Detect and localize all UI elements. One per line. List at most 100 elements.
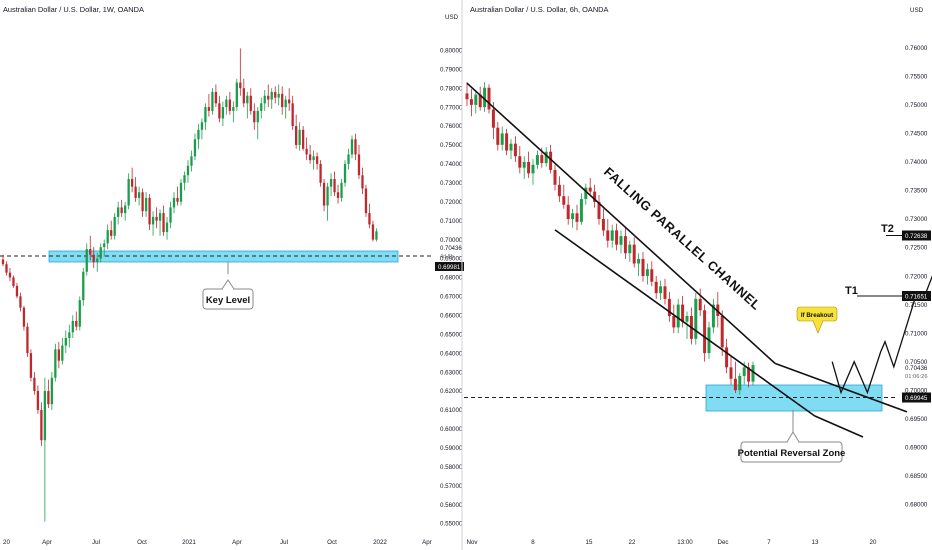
- weekly-candle-body: [242, 88, 245, 104]
- six-hour-candle: [553, 164, 557, 191]
- six-hour-candle-body: [496, 127, 500, 145]
- weekly-time-tick: Jul: [280, 539, 288, 546]
- weekly-time-tick: Apr: [42, 539, 52, 546]
- weekly-candle-body: [301, 129, 305, 149]
- weekly-candle-body: [68, 332, 71, 339]
- weekly-candle-body: [120, 207, 123, 214]
- weekly-price-tick: 0.73000: [440, 180, 463, 187]
- weekly-candle-body: [291, 103, 294, 127]
- weekly-candle-body: [106, 230, 109, 244]
- six-hour-candle: [747, 362, 751, 388]
- weekly-candle-body: [235, 82, 238, 108]
- channel-upper-extension[interactable]: [774, 362, 908, 413]
- weekly-candle: [8, 267, 12, 282]
- weekly-candle-body: [29, 353, 33, 378]
- weekly-candle-body: [329, 179, 333, 187]
- weekly-candle-body: [322, 182, 326, 206]
- six-hour-candle: [531, 159, 535, 185]
- weekly-key-price-tag: [435, 262, 464, 271]
- six-hour-candle: [465, 82, 469, 107]
- weekly-candle-body: [179, 182, 183, 202]
- weekly-candle: [371, 220, 375, 242]
- weekly-candle-body: [263, 95, 266, 104]
- weekly-candle: [232, 101, 235, 123]
- weekly-candle-body: [371, 224, 375, 240]
- weekly-candle: [322, 179, 326, 212]
- six-hour-candle-body: [505, 133, 509, 151]
- weekly-candle: [305, 137, 308, 161]
- six-hour-candle: [518, 145, 522, 174]
- six-hour-candle-body: [518, 156, 522, 168]
- six-hour-candle-body: [566, 204, 570, 220]
- weekly-candle-body: [270, 91, 273, 100]
- weekly-price-tick: 0.72000: [440, 199, 463, 206]
- six-hour-candle-body: [747, 367, 751, 382]
- weekly-candle-body: [308, 154, 312, 161]
- weekly-time-axis[interactable]: 20 Apr Jul Oct 2021 Apr Jul Oct 2022 Apr: [3, 539, 432, 546]
- channel-lower-extension[interactable]: [814, 415, 864, 438]
- weekly-candle-body: [340, 182, 343, 198]
- six-hour-currency-label: USD: [910, 7, 924, 14]
- six-hour-price-tick: 0.70500: [905, 359, 928, 366]
- six-hour-time-tick: 7: [767, 539, 771, 546]
- six-hour-candle: [527, 151, 531, 178]
- weekly-candle: [343, 160, 347, 187]
- weekly-candle: [288, 88, 291, 111]
- six-hour-candle-body: [610, 230, 614, 241]
- weekly-candle: [57, 341, 60, 369]
- weekly-price-axis[interactable]: 0.55000 0.56000 0.57000 0.58000 0.59000 0.600…: [440, 48, 463, 528]
- six-hour-candle-body: [544, 151, 548, 164]
- weekly-candle: [281, 86, 284, 115]
- weekly-candle-body: [228, 99, 231, 111]
- six-hour-candle-body: [540, 155, 544, 164]
- six-hour-price-axis[interactable]: 0.68000 0.68500 0.69000 0.69500 0.70000 0.705…: [905, 45, 928, 508]
- six-hour-time-tick: 22: [629, 539, 636, 546]
- six-hour-candle-body: [615, 230, 619, 245]
- weekly-candle: [183, 171, 186, 191]
- channel-lower-line[interactable]: [554, 229, 816, 417]
- weekly-candle-body: [47, 391, 50, 405]
- six-hour-candle-body: [694, 298, 698, 339]
- channel-upper-line[interactable]: [466, 82, 776, 364]
- weekly-candle: [127, 173, 130, 210]
- weekly-candle: [340, 179, 343, 202]
- six-hour-price-tick: 0.69000: [905, 444, 928, 451]
- weekly-time-tick: 2021: [182, 539, 196, 546]
- weekly-candle: [256, 107, 259, 140]
- six-hour-candle: [645, 263, 649, 285]
- six-hour-candle: [751, 361, 755, 386]
- six-hour-time-axis[interactable]: Nov 8 15 22 13:00 Dec 7 13 20: [466, 539, 877, 546]
- six-hour-candle: [584, 183, 588, 205]
- weekly-candle: [99, 243, 102, 263]
- reversal-zone-label: Potential Reversal Zone: [738, 448, 846, 459]
- weekly-candle-body: [8, 272, 12, 278]
- weekly-candle-body: [207, 107, 211, 111]
- six-hour-candle-body: [571, 213, 575, 220]
- six-hour-candle: [509, 139, 513, 160]
- weekly-candle-body: [26, 326, 29, 354]
- weekly-candle: [106, 224, 109, 250]
- six-hour-candle-body: [527, 161, 531, 174]
- six-hour-candle-body: [645, 269, 649, 277]
- six-hour-candle: [663, 278, 667, 305]
- six-hour-candle-body: [509, 143, 513, 151]
- weekly-candle: [172, 192, 176, 214]
- weekly-candle: [204, 103, 207, 130]
- six-hour-price-tick: 0.69500: [905, 416, 928, 423]
- weekly-candle-body: [113, 216, 116, 236]
- weekly-candle: [117, 201, 120, 225]
- six-hour-candle-body: [654, 281, 658, 294]
- weekly-price-tick: 0.61000: [440, 407, 463, 414]
- six-hour-price-tick: 0.76000: [905, 45, 928, 52]
- weekly-candle-body: [239, 82, 242, 89]
- weekly-last-price: 0.70436: [440, 246, 462, 252]
- six-hour-candle: [610, 224, 614, 248]
- weekly-candle-body: [218, 103, 221, 119]
- six-hour-candle-body: [474, 94, 478, 105]
- weekly-candle-body: [333, 179, 336, 193]
- weekly-candle-body: [253, 110, 256, 123]
- weekly-candle: [89, 235, 92, 261]
- weekly-candle-body: [57, 349, 60, 361]
- weekly-candle-body: [155, 216, 158, 221]
- weekly-candle: [221, 101, 225, 127]
